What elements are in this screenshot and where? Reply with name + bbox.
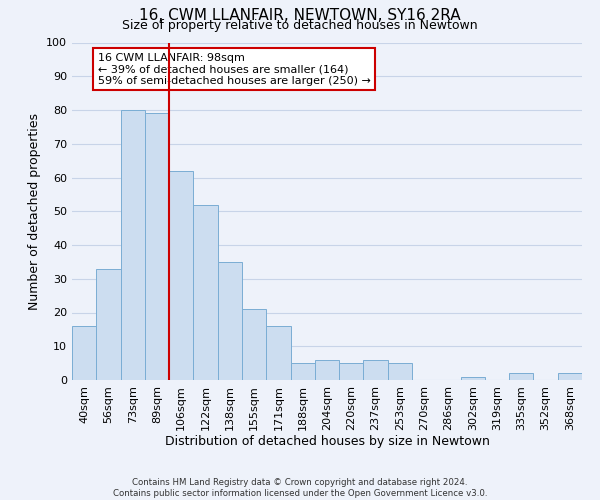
- Bar: [145, 114, 169, 380]
- Text: Contains HM Land Registry data © Crown copyright and database right 2024.
Contai: Contains HM Land Registry data © Crown c…: [113, 478, 487, 498]
- Bar: [290, 363, 315, 380]
- Bar: [364, 360, 388, 380]
- Text: 16, CWM LLANFAIR, NEWTOWN, SY16 2RA: 16, CWM LLANFAIR, NEWTOWN, SY16 2RA: [139, 8, 461, 22]
- Bar: [193, 204, 218, 380]
- Bar: [72, 326, 96, 380]
- Text: Size of property relative to detached houses in Newtown: Size of property relative to detached ho…: [122, 18, 478, 32]
- Bar: [339, 363, 364, 380]
- Bar: [266, 326, 290, 380]
- Bar: [121, 110, 145, 380]
- Bar: [315, 360, 339, 380]
- Bar: [509, 373, 533, 380]
- Bar: [558, 373, 582, 380]
- Text: 16 CWM LLANFAIR: 98sqm
← 39% of detached houses are smaller (164)
59% of semi-de: 16 CWM LLANFAIR: 98sqm ← 39% of detached…: [97, 52, 370, 86]
- Bar: [169, 171, 193, 380]
- Bar: [461, 376, 485, 380]
- Bar: [218, 262, 242, 380]
- Bar: [388, 363, 412, 380]
- Bar: [242, 309, 266, 380]
- Bar: [96, 268, 121, 380]
- Y-axis label: Number of detached properties: Number of detached properties: [28, 113, 41, 310]
- X-axis label: Distribution of detached houses by size in Newtown: Distribution of detached houses by size …: [164, 436, 490, 448]
